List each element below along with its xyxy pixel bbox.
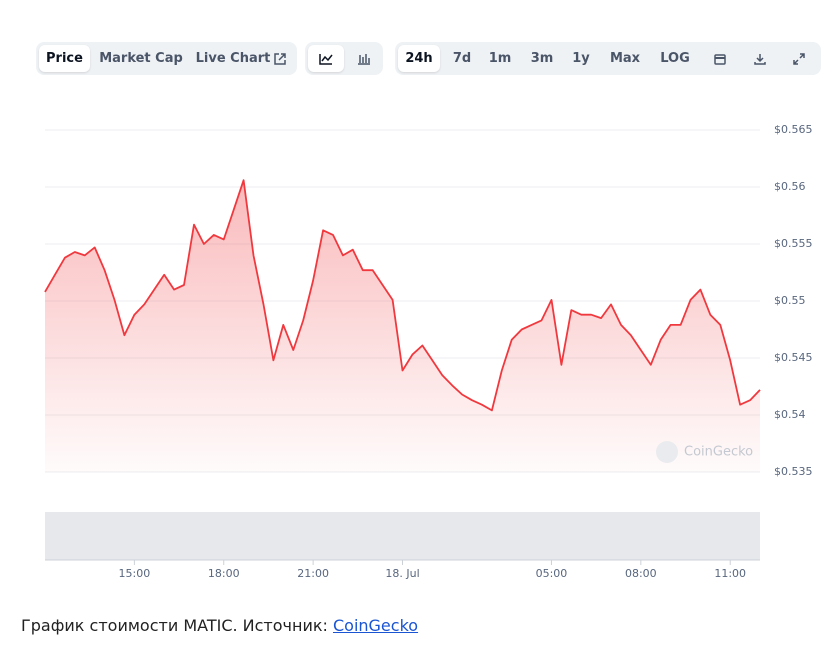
y-tick-label: $0.54 — [774, 408, 806, 421]
range-group: 24h 7d 1m 3m 1y Max LOG — [395, 42, 821, 75]
line-button[interactable] — [308, 45, 344, 72]
caption: График стоимости MATIC. Источник: CoinGe… — [21, 616, 418, 635]
tab[interactable]: 1y — [572, 51, 590, 66]
x-tick-label: 11:00 — [714, 567, 746, 580]
y-tick-label: $0.55 — [774, 294, 806, 307]
y-tick-label: $0.565 — [774, 123, 813, 136]
caption-link[interactable]: CoinGecko — [332, 616, 419, 635]
y-tick-label: $0.555 — [774, 237, 813, 250]
x-tick-label: 15:00 — [119, 567, 151, 580]
x-tick-label: 18:00 — [208, 567, 240, 580]
tab[interactable]: Price — [39, 45, 90, 72]
x-tick-label: 18. Jul — [385, 567, 419, 580]
fullscreen-button[interactable] — [784, 45, 814, 72]
chart-type-group — [305, 42, 383, 75]
tab[interactable]: 7d — [452, 51, 472, 66]
y-tick-label: $0.545 — [774, 351, 813, 364]
candle-button[interactable] — [346, 45, 382, 72]
tab[interactable]: Market Cap — [99, 51, 183, 66]
volume-area — [45, 512, 760, 560]
tab[interactable]: 24h — [398, 45, 440, 72]
watermark-text: CoinGecko — [684, 445, 753, 460]
tab[interactable]: Live Chart — [195, 51, 271, 66]
x-tick-label: 21:00 — [297, 567, 329, 580]
download-button[interactable] — [745, 45, 775, 72]
tab[interactable]: 1m — [488, 51, 512, 66]
line — [44, 179, 761, 412]
y-tick-label: $0.535 — [774, 465, 813, 478]
view-group: Price Market Cap Live Chart — [36, 42, 297, 75]
tab[interactable]: LOG — [660, 51, 690, 66]
tab[interactable]: Max — [609, 51, 641, 66]
area — [45, 180, 760, 472]
calendar-button[interactable] — [705, 45, 735, 72]
tab[interactable]: 3m — [530, 51, 554, 66]
y-tick-label: $0.56 — [774, 180, 806, 193]
watermark: CoinGecko — [656, 441, 753, 463]
caption-text: График стоимости MATIC. Источник: — [21, 616, 333, 635]
external-icon — [274, 53, 286, 65]
x-tick-label: 08:00 — [625, 567, 657, 580]
chart: CoinGecko $0.535 $0.54 $0.545 $0.55 $0.555 $0… — [44, 123, 813, 580]
x-tick-label: 05:00 — [536, 567, 568, 580]
